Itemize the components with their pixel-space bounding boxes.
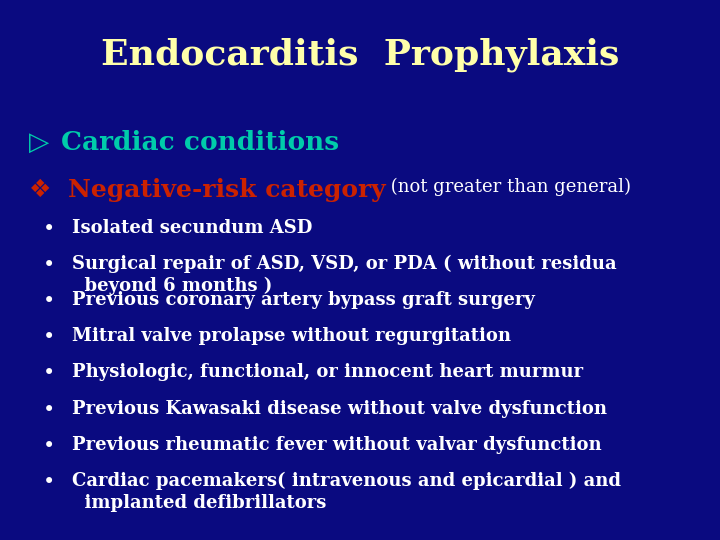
Text: Surgical repair of ASD, VSD, or PDA ( without residua
  beyond 6 months ): Surgical repair of ASD, VSD, or PDA ( wi… [72,255,616,295]
Text: •: • [43,363,55,383]
Text: Previous Kawasaki disease without valve dysfunction: Previous Kawasaki disease without valve … [72,400,607,417]
Text: Previous rheumatic fever without valvar dysfunction: Previous rheumatic fever without valvar … [72,436,602,454]
Text: •: • [43,291,55,311]
Text: Mitral valve prolapse without regurgitation: Mitral valve prolapse without regurgitat… [72,327,511,345]
Text: ▷: ▷ [29,130,49,156]
Text: Endocarditis  Prophylaxis: Endocarditis Prophylaxis [101,38,619,72]
Text: Cardiac conditions: Cardiac conditions [61,130,339,154]
Text: ❖: ❖ [29,178,51,202]
Text: •: • [43,472,55,492]
Text: •: • [43,436,55,456]
Text: •: • [43,400,55,420]
Text: (not greater than general): (not greater than general) [385,178,631,197]
Text: •: • [43,255,55,275]
Text: Previous coronary artery bypass graft surgery: Previous coronary artery bypass graft su… [72,291,535,309]
Text: Negative-risk category: Negative-risk category [68,178,386,202]
Text: •: • [43,219,55,239]
Text: •: • [43,327,55,347]
Text: Isolated secundum ASD: Isolated secundum ASD [72,219,312,237]
Text: Cardiac pacemakers( intravenous and epicardial ) and
  implanted defibrillators: Cardiac pacemakers( intravenous and epic… [72,472,621,512]
Text: Physiologic, functional, or innocent heart murmur: Physiologic, functional, or innocent hea… [72,363,583,381]
